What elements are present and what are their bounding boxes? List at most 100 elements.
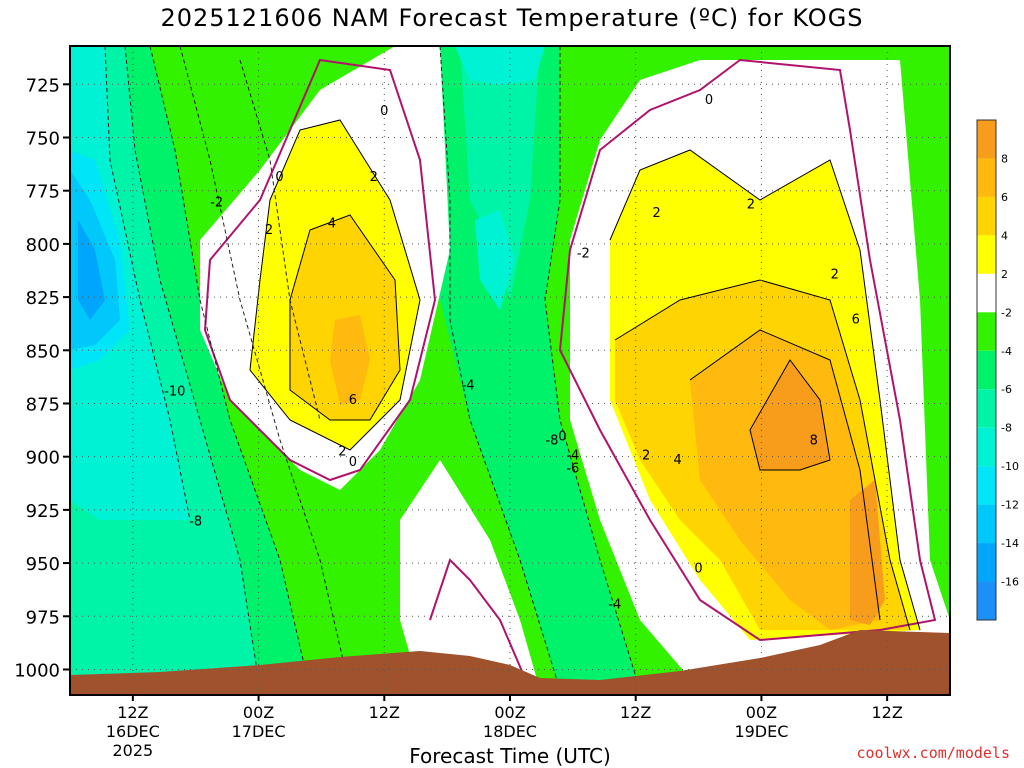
contour-label: 0 <box>694 561 702 576</box>
y-tick-label: 975 <box>26 607 60 628</box>
contour-label: 2 <box>370 170 378 185</box>
colorbar-swatch <box>977 120 996 159</box>
zero-contour-right <box>558 58 937 642</box>
contour-fill-minus12 <box>70 46 190 520</box>
contour-label: 6 <box>852 312 860 327</box>
colorbar-label: -16 <box>1001 576 1019 589</box>
contour-label: -4 <box>462 378 475 393</box>
colorbar: 8 6 4 2 -2 -4 -6 -8 -10 -12 -14 -16 <box>976 119 1019 621</box>
contour-fill-minus18 <box>78 220 105 320</box>
colorbar-swatch <box>977 350 996 390</box>
y-tick-label: 725 <box>26 75 60 96</box>
colorbar-swatch <box>977 543 996 582</box>
contour-label: -2 <box>577 246 590 261</box>
y-tick-label: 925 <box>26 501 60 522</box>
contour-label: 2 <box>747 197 755 212</box>
contour-label: 4 <box>673 453 681 468</box>
contour-label: -4 <box>566 449 579 464</box>
y-axis: 725 750 775 800 825 850 875 900 925 950 975 1000 <box>14 75 70 681</box>
colorbar-swatch <box>977 312 996 351</box>
contour-label: -4 <box>608 598 621 613</box>
colorbar-label: -14 <box>1001 537 1019 550</box>
contour-label: -8 <box>189 515 202 530</box>
colorbar-swatch <box>977 158 996 197</box>
contour-label: -2 <box>210 195 223 210</box>
x-tick-label: 00Z <box>243 703 274 722</box>
colorbar-swatch <box>977 427 996 467</box>
colorbar-label: -2 <box>1001 306 1012 319</box>
source-credit: coolwx.com/models <box>856 744 1010 762</box>
x-tick-date: 17DEC <box>232 722 286 741</box>
contour-label: 2 <box>338 444 346 459</box>
y-tick-label: 750 <box>26 128 60 149</box>
colorbar-swatch <box>977 389 996 428</box>
x-tick-label: 12Z <box>620 703 651 722</box>
dashed-contours <box>104 46 641 691</box>
x-tick-year: 2025 <box>112 741 153 760</box>
x-tick-label: 12Z <box>117 703 148 722</box>
zero-contour-left <box>203 58 437 482</box>
contour-fill-center-colder <box>460 46 540 300</box>
colorbar-label: 8 <box>1001 152 1008 165</box>
colorbar-label: -6 <box>1001 383 1012 396</box>
y-tick-label: 875 <box>26 394 60 415</box>
colorbar-swatch <box>977 235 996 274</box>
zero-contour-bottom <box>429 558 531 691</box>
contour-label: 2 <box>831 268 839 283</box>
contour-label: 0 <box>349 455 357 470</box>
colorbar-swatch <box>977 466 996 505</box>
contour-label: -8 <box>545 434 558 449</box>
y-tick-label: 900 <box>26 448 60 469</box>
contour-label: -10 <box>164 385 185 400</box>
contour-label: 4 <box>328 217 336 232</box>
colorbar-swatch <box>977 273 996 313</box>
contour-fill-top-blue <box>455 46 545 85</box>
grid-lines <box>70 46 950 695</box>
solid-contours <box>249 119 921 631</box>
contour-fill-plus6-left <box>330 315 370 405</box>
chart-title: 2025121606 NAM Forecast Temperature (ºC)… <box>160 4 864 32</box>
colorbar-label: 4 <box>1001 229 1008 242</box>
colorbar-label: -12 <box>1001 499 1019 512</box>
x-axis-label: Forecast Time (UTC) <box>409 744 611 768</box>
y-tick-label: 775 <box>26 182 60 203</box>
y-tick-label: 850 <box>26 341 60 362</box>
colorbar-label: -10 <box>1001 460 1019 473</box>
x-tick-label: 12Z <box>871 703 902 722</box>
contour-fill-plus6-right <box>690 330 880 630</box>
y-tick-label: 1000 <box>14 660 60 681</box>
contour-label: 8 <box>810 434 818 449</box>
terrain-ground <box>70 630 950 695</box>
x-tick-label: 00Z <box>746 703 777 722</box>
colorbar-swatch <box>977 504 996 544</box>
contour-label: 0 <box>275 170 283 185</box>
contour-label: 2 <box>653 206 661 221</box>
x-tick-date: 18DEC <box>483 722 537 741</box>
colorbar-label: 6 <box>1001 191 1008 204</box>
colorbar-frame <box>976 119 997 621</box>
y-tick-label: 825 <box>26 288 60 309</box>
contour-label: 0 <box>380 104 388 119</box>
x-tick-date: 19DEC <box>734 722 788 741</box>
contour-label: 6 <box>349 393 357 408</box>
contour-fill-center-coldest <box>475 210 515 310</box>
contour-label: 0 <box>705 93 713 108</box>
colorbar-swatch <box>977 196 996 236</box>
colorbar-label: 2 <box>1001 268 1008 281</box>
x-tick-label: 00Z <box>494 703 525 722</box>
contour-fill-plus4-left <box>290 215 400 420</box>
x-tick-label: 12Z <box>369 703 400 722</box>
colorbar-label: -8 <box>1001 422 1012 435</box>
colorbar-label: -4 <box>1001 345 1012 358</box>
y-tick-label: 800 <box>26 235 60 256</box>
contour-label: 2 <box>642 449 650 464</box>
x-tick-date: 16DEC <box>106 722 160 741</box>
colorbar-swatch <box>977 581 996 620</box>
contour-label: 2 <box>265 223 273 238</box>
contour-label: 0 <box>558 429 566 444</box>
y-tick-label: 950 <box>26 554 60 575</box>
contour-label: -6 <box>566 461 579 476</box>
